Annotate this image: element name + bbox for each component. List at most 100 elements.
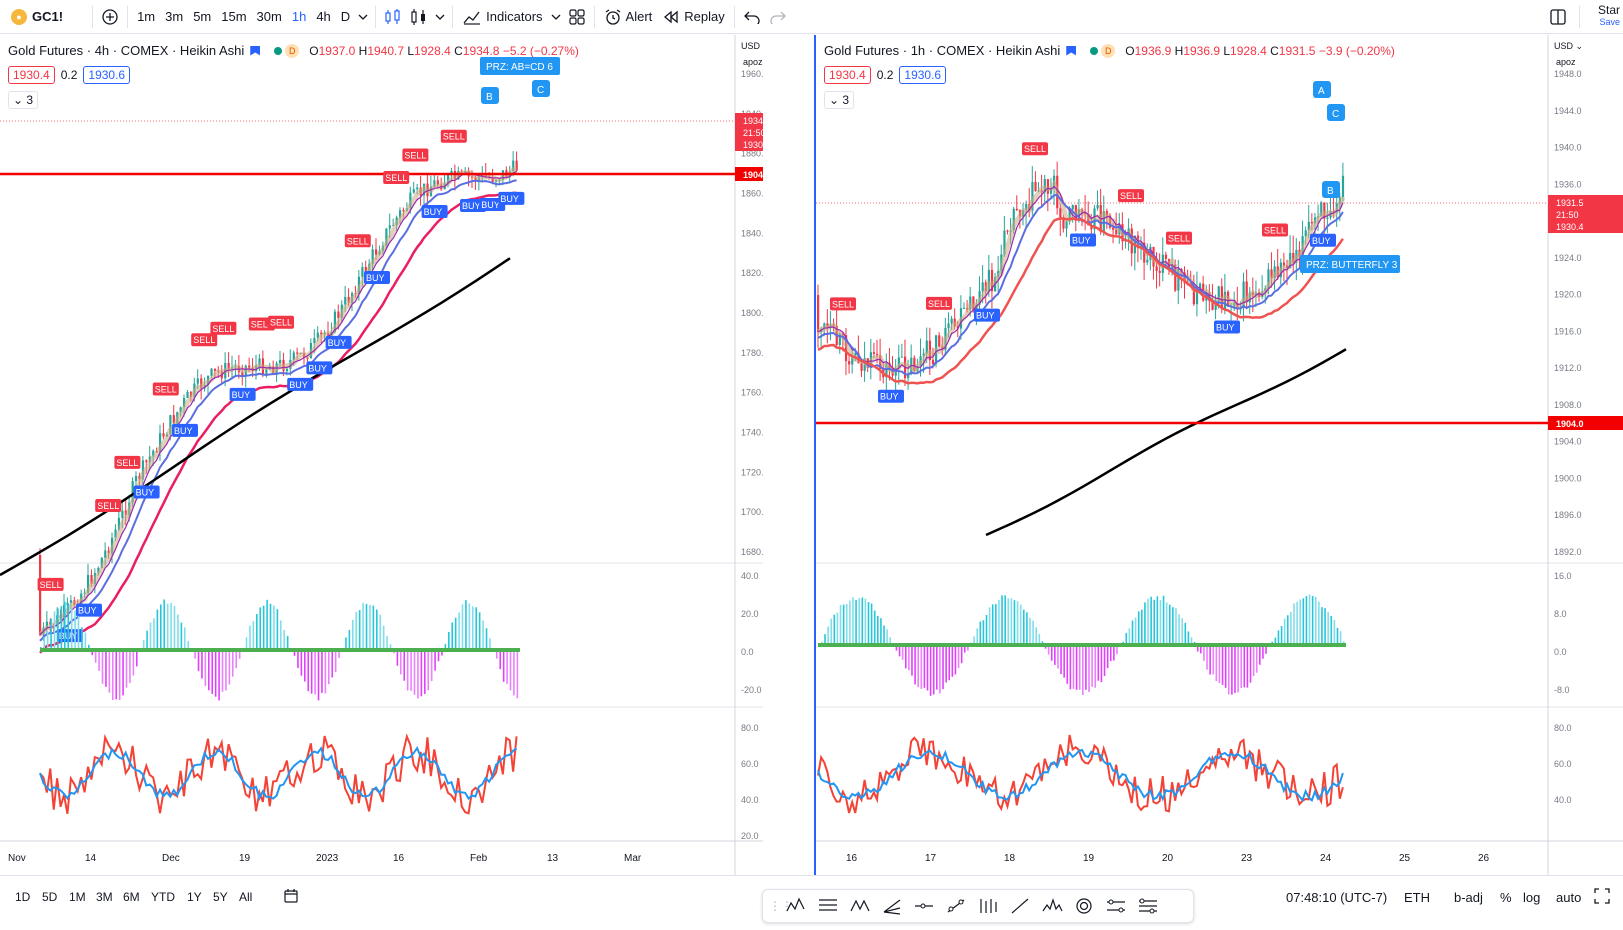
ask-price[interactable]: 1930.6 [83,66,131,84]
interval-D[interactable]: D [340,9,351,24]
chevron-down-icon[interactable] [432,4,448,30]
divider [733,5,735,28]
interval-4h[interactable]: 4h [316,9,331,24]
candle-style-icon[interactable] [380,4,406,30]
symbol-search[interactable]: ● GC1! [6,3,68,31]
macd-bar [1137,611,1140,645]
candle-body [412,189,415,193]
interval-1h[interactable]: 1h [291,9,307,24]
flag-icon[interactable] [1066,45,1077,56]
horizontal-ray-icon[interactable] [909,892,939,920]
buy-signal: BUY [424,207,443,217]
indicators-button[interactable]: Indicators [457,3,547,31]
adjustment-toggle[interactable]: b-adj [1454,890,1483,905]
fib-fan-icon[interactable] [877,892,907,920]
indicator-collapse-button[interactable]: ⌄ 3 [8,91,39,109]
compare-add-icon[interactable] [97,4,123,30]
percent-scale-toggle[interactable]: % [1500,890,1512,905]
date-range-icon[interactable] [283,888,299,907]
ask-price[interactable]: 1930.6 [899,66,947,84]
divider [375,5,377,28]
parallel-channel-icon[interactable] [1101,892,1131,920]
macd-bar [1128,628,1131,645]
auto-scale-toggle[interactable]: auto [1556,890,1582,905]
bid-price[interactable]: 1930.4 [8,66,55,84]
bid-price[interactable]: 1930.4 [824,66,871,84]
time-tick: 26 [1478,853,1490,864]
macd-bar [963,645,966,653]
candle-body [956,326,959,329]
macd-bar [1060,645,1062,674]
long-position-icon[interactable] [973,892,1003,920]
spread: 0.2 [876,68,894,82]
macd-bar [1072,645,1075,689]
undo-icon[interactable] [739,4,765,30]
candle-body [241,372,244,376]
macd-bar [1212,645,1215,675]
bar-style-icon[interactable] [406,4,432,30]
alert-button[interactable]: Alert [599,3,658,31]
buy-signal: BUY [1216,323,1235,333]
split-layout-icon[interactable] [1545,4,1571,30]
range-1M[interactable]: 1M [69,890,86,904]
pattern-point-label: B [486,92,493,103]
sell-signal: SELL [404,150,426,160]
fib-retracement-icon[interactable] [813,892,843,920]
range-3M[interactable]: 3M [96,890,113,904]
macd-bar [424,650,426,694]
candle-body [90,574,93,584]
save-button[interactable]: Star Save [1590,4,1620,28]
regression-trend-icon[interactable] [1133,892,1163,920]
ray-line-icon[interactable] [1005,892,1035,920]
range-6M[interactable]: 6M [123,890,140,904]
range-5Y[interactable]: 5Y [213,890,228,904]
chart-canvas-left[interactable]: USD ⌄ apoz 1960.0 19 40.0 1880.0 1860.0 1840.0 1… [0,35,763,875]
chart-pane-right[interactable]: USD ⌄apoz1948.01944.01940.01936.01928.01… [814,35,1623,875]
log-scale-toggle[interactable]: log [1523,890,1541,905]
fullscreen-icon[interactable] [1594,888,1610,907]
chart-pane-left[interactable]: USD ⌄ apoz 1960.0 19 40.0 1880.0 1860.0 1840.0 1… [0,35,763,875]
clock-time[interactable]: 07:48:10 (UTC-7) [1286,890,1388,905]
macd-bar [973,636,975,645]
range-5D[interactable]: 5D [42,890,58,904]
chart-canvas-right[interactable]: USD ⌄apoz1948.01944.01940.01936.01928.01… [816,35,1623,875]
macd-bar [858,598,860,645]
replay-button[interactable]: Replay [657,3,729,31]
drag-handle-icon[interactable]: ⋮⋮ [769,899,793,913]
elliott-wave-icon[interactable] [781,892,811,920]
macd-bar [352,619,354,650]
redo-icon[interactable] [765,4,791,30]
macd-bar [437,650,440,662]
last-price-text: 1931.5 [1556,198,1584,208]
interval-5m[interactable]: 5m [193,9,212,24]
range-All[interactable]: All [239,890,253,904]
candle-body [897,357,900,368]
layout-grid-icon[interactable] [564,4,590,30]
macd-bar [998,599,1000,645]
flag-icon[interactable] [250,45,261,56]
trend-line-icon[interactable] [941,892,971,920]
xabcd-pattern-icon[interactable] [845,892,875,920]
interval-15m[interactable]: 15m [221,9,247,24]
interval-30m[interactable]: 30m [256,9,282,24]
scale-label: apoz [743,57,763,67]
macd-bar [235,650,238,669]
interval-1m[interactable]: 1m [137,9,156,24]
last-price-text: 1930.4 [743,140,763,150]
macd-bar [1159,600,1162,645]
fib-circle-icon[interactable] [1069,892,1099,920]
head-shoulders-icon[interactable] [1037,892,1067,920]
session-toggle[interactable]: ETH [1404,890,1430,905]
indicator-collapse-button[interactable]: ⌄ 3 [824,91,855,109]
chevron-down-icon[interactable] [355,4,371,30]
range-YTD[interactable]: YTD [151,890,175,904]
candle-body [371,249,374,264]
candle-body [981,282,984,292]
macd-bar [1209,645,1211,675]
chevron-down-icon[interactable] [548,4,564,30]
time-tick: 24 [1320,853,1332,864]
interval-3m[interactable]: 3m [165,9,184,24]
range-1D[interactable]: 1D [15,890,31,904]
range-1Y[interactable]: 1Y [187,890,202,904]
macd-bar [895,645,898,651]
